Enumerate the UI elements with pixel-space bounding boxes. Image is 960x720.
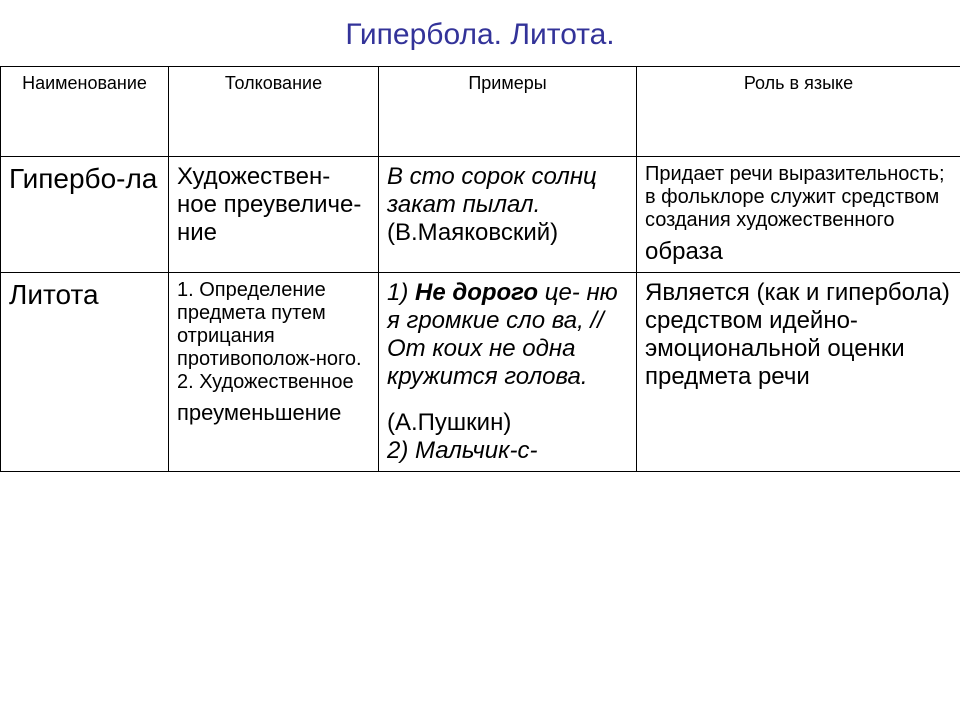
- tropes-table: Наименование Толкование Примеры Роль в я…: [0, 66, 960, 472]
- cell-example: 1) Не дорого це- ню я громкие сло ва, //…: [379, 273, 637, 472]
- col-name: Наименование: [1, 67, 169, 157]
- example-block: 1) Не дорого це- ню я громкие сло ва, //…: [387, 279, 628, 391]
- role-text-a: Придает речи выразительность; в фольклор…: [645, 163, 952, 232]
- cell-definition: Художествен-ное преувеличе-ние: [169, 157, 379, 273]
- definition-last: преуменьшение: [177, 400, 370, 426]
- example-author: (А.Пушкин): [387, 409, 628, 437]
- col-role: Роль в языке: [637, 67, 960, 157]
- example-bold: Не дорого: [415, 279, 538, 306]
- cell-example: В сто сорок солнц закат пылал. (В.Маяков…: [379, 157, 637, 273]
- example-lead: 1): [387, 279, 415, 306]
- table-row: Гипербо-ла Художествен-ное преувеличе-ни…: [1, 157, 960, 273]
- example-author: (В.Маяковский): [387, 219, 558, 246]
- cell-name: Литота: [1, 273, 169, 472]
- cell-name: Гипербо-ла: [1, 157, 169, 273]
- table-header-row: Наименование Толкование Примеры Роль в я…: [1, 67, 960, 157]
- cell-role: Является (как и гипербола) средством иде…: [637, 273, 960, 472]
- role-text-b: образа: [645, 238, 952, 266]
- cell-role: Придает речи выразительность; в фольклор…: [637, 157, 960, 273]
- col-def: Толкование: [169, 67, 379, 157]
- table-row: Литота 1. Определение предмета путем отр…: [1, 273, 960, 472]
- example-tail: 2) Мальчик-с-: [387, 437, 628, 465]
- page-title: Гипербола. Литота.: [0, 0, 960, 66]
- example-italic-text: В сто сорок солнц закат пылал.: [387, 163, 597, 218]
- cell-definition: 1. Определение предмета путем отрицания …: [169, 273, 379, 472]
- col-examples: Примеры: [379, 67, 637, 157]
- definition-main: 1. Определение предмета путем отрицания …: [177, 279, 370, 394]
